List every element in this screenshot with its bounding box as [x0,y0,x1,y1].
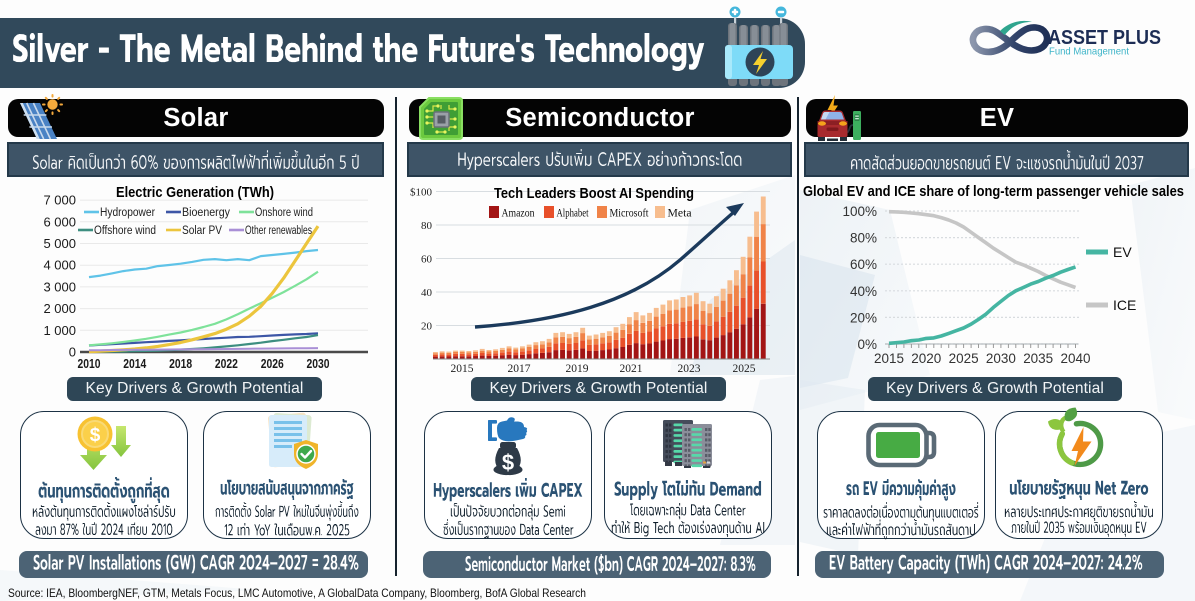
svg-text:20: 20 [421,321,433,333]
svg-text:Other renewables: Other renewables [245,225,312,237]
svg-text:80: 80 [421,220,433,232]
svg-text:100%: 100% [842,204,877,219]
svg-text:2025: 2025 [733,361,756,375]
svg-text:Source: IEA, BloombergNEF, GTM: Source: IEA, BloombergNEF, GTM, Metals F… [8,586,586,600]
svg-text:40%: 40% [850,284,877,299]
svg-text:ICE: ICE [1113,297,1136,313]
svg-text:Electric Generation (TWh): Electric Generation (TWh) [116,184,274,201]
svg-text:Solar PV: Solar PV [182,225,222,237]
svg-text:2010: 2010 [78,356,101,371]
svg-text:Onshore wind: Onshore wind [255,207,313,219]
svg-text:$100: $100 [410,187,433,199]
svg-text:Meta: Meta [668,206,693,220]
svg-text:Fund Management: Fund Management [1049,46,1129,58]
svg-text:60%: 60% [850,257,877,272]
svg-text:80%: 80% [850,231,877,246]
svg-text:Bioenergy: Bioenergy [182,207,230,219]
svg-text:6 000: 6 000 [43,214,76,229]
svg-text:2015: 2015 [451,361,474,375]
svg-text:Offshore wind: Offshore wind [94,225,156,237]
svg-text:Global EV and ICE share of lon: Global EV and ICE share of long-term pas… [803,184,1184,200]
svg-text:EV: EV [1113,244,1132,260]
svg-text:40: 40 [421,287,433,299]
svg-text:4 000: 4 000 [43,258,76,273]
svg-text:Microsoft: Microsoft [610,206,650,220]
svg-text:2018: 2018 [169,356,192,371]
svg-text:2040: 2040 [1061,351,1091,366]
svg-text:Amazon: Amazon [502,206,535,220]
svg-text:0: 0 [69,345,76,360]
svg-text:0%: 0% [857,337,877,352]
svg-text:2025: 2025 [949,351,979,366]
svg-text:$: $ [502,450,514,475]
svg-text:2023: 2023 [678,361,701,375]
svg-text:2030: 2030 [307,356,330,371]
svg-text:Alphabet: Alphabet [557,206,589,220]
svg-text:20%: 20% [850,310,877,325]
svg-text:2014: 2014 [123,356,147,371]
svg-text:2021: 2021 [620,361,643,375]
svg-text:2020: 2020 [911,351,941,366]
svg-text:1 000: 1 000 [43,323,76,338]
svg-text:$: $ [90,425,101,446]
svg-text:Hydropower: Hydropower [100,207,155,219]
svg-text:2 000: 2 000 [43,301,76,316]
svg-text:2026: 2026 [261,356,284,371]
svg-text:2017: 2017 [508,361,531,375]
svg-text:2035: 2035 [1023,351,1053,366]
svg-text:2015: 2015 [874,351,904,366]
svg-text:2030: 2030 [986,351,1016,366]
svg-text:3 000: 3 000 [43,279,76,294]
svg-text:5 000: 5 000 [43,236,76,251]
svg-text:2019: 2019 [566,361,589,375]
svg-text:7 000: 7 000 [43,193,76,208]
svg-text:ASSET PLUS: ASSET PLUS [1048,27,1161,49]
svg-text:2022: 2022 [215,356,238,371]
svg-text:Tech Leaders Boost AI Spending: Tech Leaders Boost AI Spending [494,185,694,202]
svg-text:60: 60 [421,254,433,266]
